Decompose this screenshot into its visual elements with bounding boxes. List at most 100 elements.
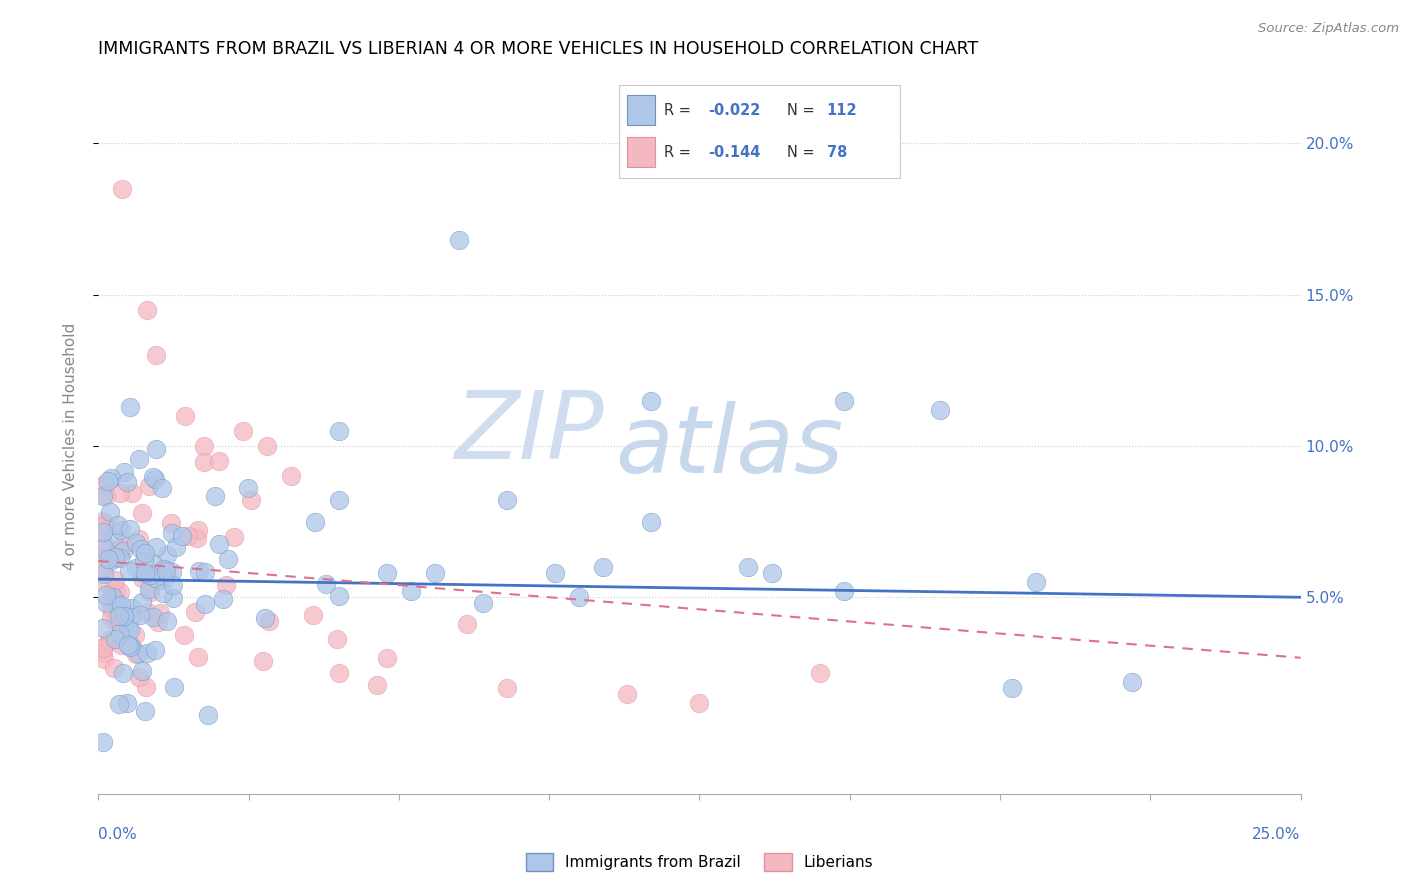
Legend: Immigrants from Brazil, Liberians: Immigrants from Brazil, Liberians [519, 847, 880, 877]
Point [177, 528, 200, 542]
Point [328, 493, 350, 508]
Point [163, 680, 186, 694]
Text: 25.0%: 25.0% [1253, 827, 1301, 841]
Point [187, 649, 209, 664]
Point [138, 479, 160, 493]
Point [156, 614, 179, 628]
Point [120, 400, 142, 414]
Point [456, 617, 478, 632]
Point [93, 541, 115, 555]
Point [108, 698, 131, 712]
Point [112, 609, 135, 624]
Point [145, 540, 167, 554]
Point [328, 424, 350, 438]
Point [252, 654, 274, 668]
Point [110, 523, 132, 537]
Point [128, 669, 150, 683]
Point [97, 475, 120, 489]
Point [97, 634, 120, 648]
Point [115, 475, 138, 490]
FancyBboxPatch shape [627, 95, 655, 125]
Point [640, 515, 662, 529]
Text: IMMIGRANTS FROM BRAZIL VS LIBERIAN 4 OR MORE VEHICLES IN HOUSEHOLD CORRELATION C: IMMIGRANTS FROM BRAZIL VS LIBERIAN 4 OR … [98, 40, 979, 58]
Point [222, 530, 245, 544]
Point [91, 575, 114, 590]
Point [135, 605, 157, 619]
Text: Source: ZipAtlas.com: Source: ZipAtlas.com [1258, 22, 1399, 36]
Point [174, 409, 197, 423]
Point [114, 605, 136, 619]
Point [136, 646, 159, 660]
Point [152, 586, 174, 600]
Point [1025, 575, 1047, 590]
Point [112, 536, 135, 550]
Point [194, 597, 217, 611]
Point [131, 572, 153, 586]
Point [162, 578, 184, 592]
Point [108, 486, 131, 500]
Point [91, 622, 114, 636]
Point [496, 493, 519, 508]
Point [125, 535, 148, 549]
Point [120, 522, 142, 536]
Point [103, 632, 125, 646]
Point [103, 661, 125, 675]
Point [118, 640, 141, 655]
Point [93, 566, 115, 581]
Point [97, 551, 120, 566]
Text: R =: R = [664, 103, 695, 118]
Point [304, 515, 326, 529]
Point [125, 647, 148, 661]
Point [423, 566, 446, 580]
Text: N =: N = [787, 145, 820, 160]
Point [103, 591, 125, 605]
Point [162, 565, 184, 579]
Point [111, 666, 134, 681]
Point [91, 490, 114, 504]
Text: N =: N = [787, 103, 820, 118]
Point [108, 541, 131, 555]
Point [142, 609, 165, 624]
Point [156, 548, 179, 562]
Point [188, 564, 211, 578]
Point [141, 556, 163, 570]
Point [592, 560, 614, 574]
Point [146, 574, 169, 588]
Point [197, 708, 219, 723]
Point [256, 439, 278, 453]
Point [128, 532, 150, 546]
Point [139, 568, 162, 582]
Point [94, 596, 117, 610]
Point [93, 652, 115, 666]
Point [170, 529, 193, 543]
Point [100, 601, 122, 615]
Point [100, 610, 122, 624]
Point [111, 544, 134, 558]
Point [257, 614, 280, 628]
Point [761, 566, 783, 580]
Point [240, 492, 263, 507]
Point [1001, 681, 1024, 695]
Point [121, 486, 143, 500]
Point [131, 595, 153, 609]
Point [121, 601, 143, 615]
Text: 0.0%: 0.0% [98, 827, 138, 841]
Point [194, 565, 217, 579]
Point [184, 605, 207, 619]
Point [215, 578, 238, 592]
Point [108, 584, 131, 599]
Point [208, 454, 231, 468]
Point [104, 573, 127, 587]
Point [107, 518, 129, 533]
Point [135, 681, 157, 695]
Point [193, 455, 215, 469]
Point [145, 642, 167, 657]
Point [120, 639, 142, 653]
Point [104, 550, 127, 565]
Point [302, 608, 325, 623]
Point [103, 530, 125, 544]
Point [98, 632, 121, 647]
Point [104, 582, 127, 597]
Point [91, 646, 114, 660]
Text: R =: R = [664, 145, 695, 160]
